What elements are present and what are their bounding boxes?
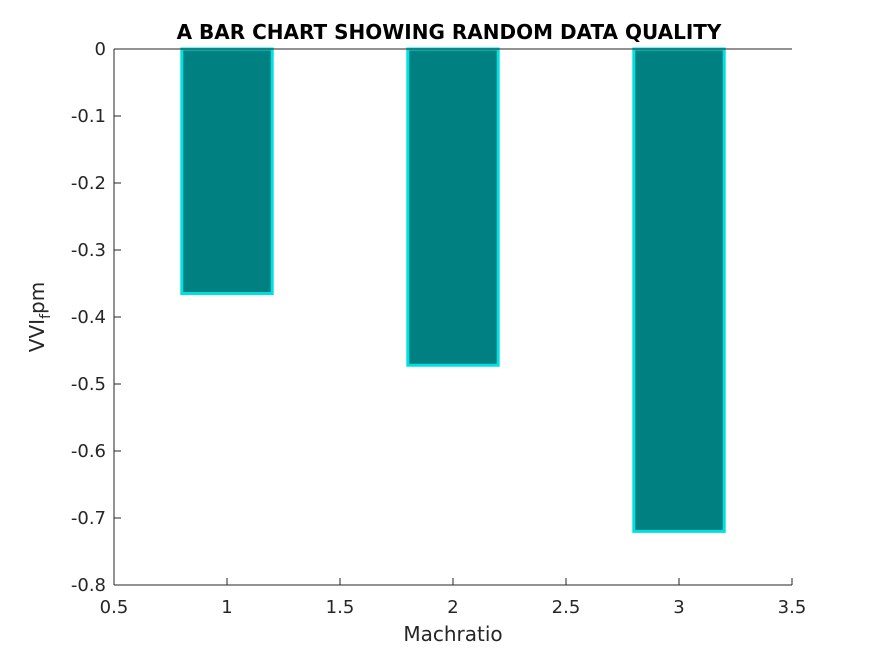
y-tick-label: -0.1 <box>71 106 106 127</box>
x-tick-label: 1.5 <box>326 597 355 618</box>
x-tick-label: 3 <box>673 597 684 618</box>
y-tick-label: -0.5 <box>71 374 106 395</box>
x-tick-label: 0.5 <box>100 597 129 618</box>
x-tick-label: 2.5 <box>552 597 581 618</box>
y-axis-label-suffix: pm <box>25 282 49 314</box>
y-tick-label: -0.6 <box>71 441 106 462</box>
y-axis-label-main: VVI <box>25 319 49 352</box>
x-tick-label: 1 <box>221 597 232 618</box>
y-tick-label: -0.7 <box>71 508 106 529</box>
y-tick-label: -0.3 <box>71 240 106 261</box>
x-ticks: 0.5 1 1.5 2 2.5 3 3.5 <box>100 578 807 618</box>
y-tick-label: -0.8 <box>71 575 106 596</box>
bar-1 <box>180 47 274 296</box>
chart-title: A BAR CHART SHOWING RANDOM DATA QUALITY <box>177 20 722 44</box>
y-tick-label: -0.4 <box>71 307 106 328</box>
y-ticks: 0 -0.1 -0.2 -0.3 -0.4 -0.5 -0.6 -0.7 -0.8 <box>71 39 121 596</box>
y-tick-label: -0.2 <box>71 173 106 194</box>
y-axis-label: VVIfpm <box>25 282 54 352</box>
bar-3 <box>632 47 726 533</box>
bars-group <box>180 47 726 533</box>
x-tick-label: 3.5 <box>778 597 807 618</box>
x-tick-label: 2 <box>447 597 458 618</box>
y-tick-label: 0 <box>95 39 106 60</box>
y-axis-label-subscript: f <box>38 313 54 319</box>
x-axis-label: Machratio <box>403 622 502 646</box>
bar-2 <box>406 47 500 367</box>
